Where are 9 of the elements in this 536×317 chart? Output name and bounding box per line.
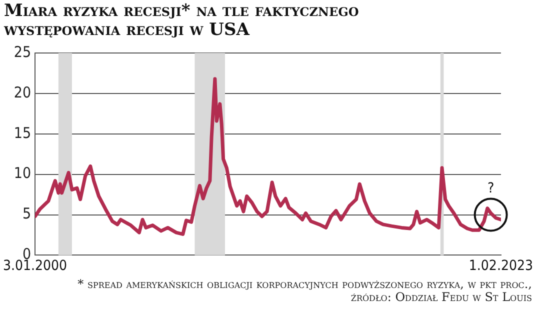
y-tick-label: 25 (14, 42, 32, 61)
chart-title: Miara ryzyka recesji* na tle faktycznego występowania recesji w USA (2, 0, 360, 40)
y-tick-label: 15 (14, 124, 32, 142)
x-tick-label: 1.02.2023 (468, 258, 534, 274)
annotation: ? (487, 180, 494, 196)
y-tick-label: 20 (14, 83, 32, 102)
y-tick-label: 10 (14, 164, 32, 182)
text: * spread amerykańskich obligacji korporacyjnych podwyższonego ryzyka, w pkt proc., źródło: Oddział Fedu w St Louis (76, 277, 533, 304)
y-tick-label: 5 (22, 204, 32, 223)
